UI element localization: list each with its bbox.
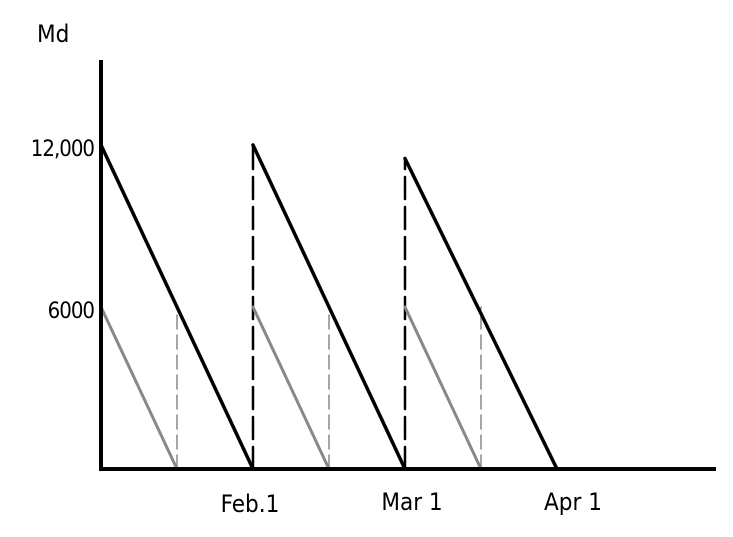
y-tick-label-6000: 6000: [48, 299, 95, 324]
grey-decline-line-2: [251, 305, 331, 471]
grey-decline-line-0: [99, 305, 179, 471]
x-tick-label-mar1: Mar 1: [381, 488, 442, 516]
x-tick-label-feb1: Feb.1: [221, 490, 280, 518]
y-axis-label: Md: [37, 20, 69, 48]
black-decline-line-0: [99, 143, 255, 471]
y-tick-label-12000: 12,000: [31, 137, 95, 162]
chart-marks: [99, 143, 559, 471]
black-decline-line-2: [403, 156, 559, 471]
x-tick-label-apr1: Apr 1: [544, 488, 602, 516]
grey-decline-line-4: [403, 305, 483, 471]
black-decline-line-1: [251, 143, 407, 471]
